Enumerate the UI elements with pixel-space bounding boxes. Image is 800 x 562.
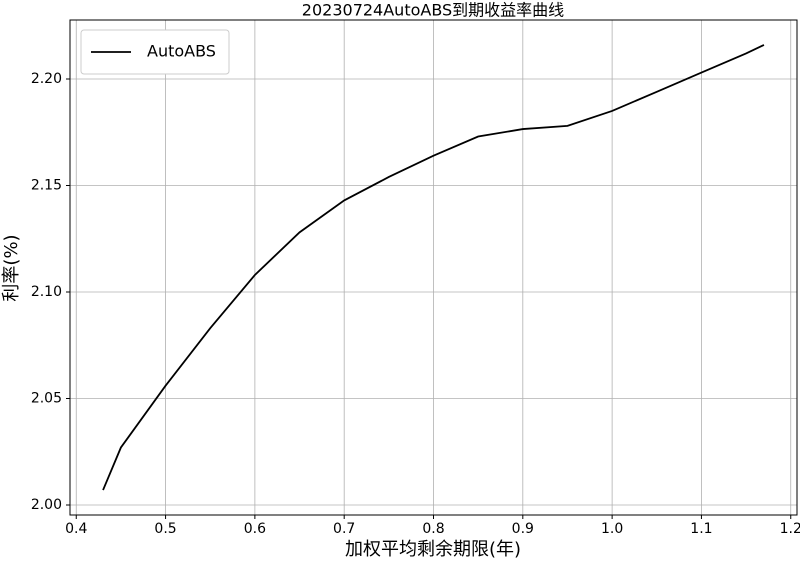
x-axis-label: 加权平均剩余期限(年) [345, 539, 521, 560]
plot-frame [69, 19, 798, 516]
x-tick-label: 0.4 [65, 521, 87, 537]
x-tick-label: 1.2 [780, 521, 800, 537]
x-tick-label: 0.7 [333, 521, 355, 537]
x-tick-label: 0.5 [154, 521, 176, 537]
y-tick-label: 2.10 [31, 284, 62, 300]
y-tick-label: 2.20 [31, 71, 62, 87]
y-tick-label: 2.15 [31, 177, 62, 193]
x-tick-label: 0.9 [512, 521, 534, 537]
x-tick-label: 1.1 [690, 521, 712, 537]
y-tick-label: 2.05 [31, 390, 62, 406]
x-tick-label: 1.0 [601, 521, 623, 537]
x-tick-label: 0.8 [422, 521, 444, 537]
y-tick-label: 2.00 [31, 497, 62, 513]
x-tick-label: 0.6 [244, 521, 266, 537]
legend-label: AutoABS [147, 42, 216, 61]
y-axis-label: 利率(%) [1, 234, 22, 301]
data-line [102, 44, 765, 491]
chart-title: 20230724AutoABS到期收益率曲线 [302, 1, 564, 20]
legend-box [80, 29, 230, 75]
